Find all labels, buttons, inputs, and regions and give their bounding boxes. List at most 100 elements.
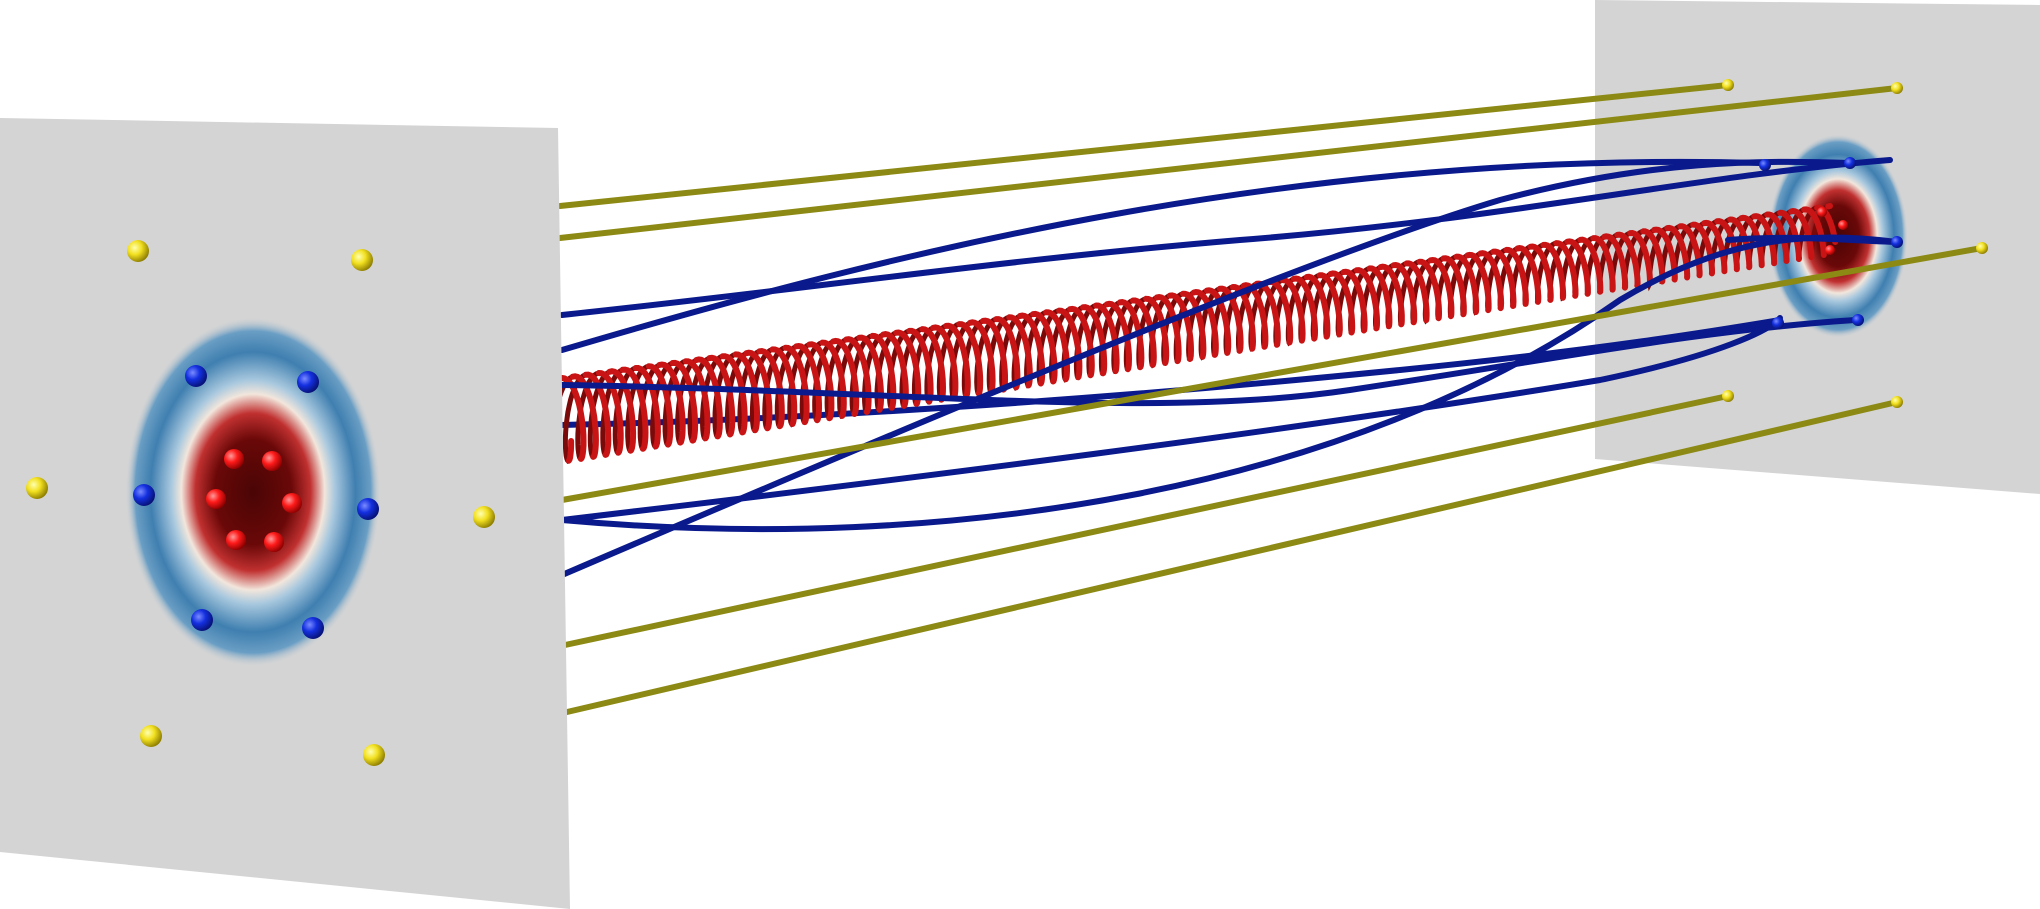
helix-strand-front <box>565 438 575 464</box>
helix-strand-front <box>1540 241 1567 301</box>
helix-strand-front <box>1266 279 1294 346</box>
helix-strand-front <box>1190 288 1219 358</box>
helix-strand-front <box>943 322 971 399</box>
blue-seed <box>302 617 324 639</box>
helix-strand-front <box>1627 229 1654 287</box>
helix-strand-front <box>1030 310 1058 385</box>
helix-strand-front <box>656 361 686 446</box>
helix-strand-front <box>1103 300 1133 373</box>
helix-strand-front <box>1416 258 1442 322</box>
yellow-seed <box>473 506 495 528</box>
blue-seed <box>1891 236 1903 248</box>
olive-field-lines-front <box>559 245 1985 715</box>
blue-field-lines-front <box>559 158 1900 578</box>
red-seed <box>1838 220 1848 230</box>
helix-strand-front <box>606 368 637 454</box>
yellow-seed <box>26 477 48 499</box>
helix-strand-front <box>1677 223 1703 279</box>
helix-strand-front <box>856 334 884 413</box>
helix-strand-front <box>1366 265 1393 330</box>
helix-strand-front <box>595 370 624 456</box>
helix-strand-front <box>719 353 748 436</box>
helix-strand-front <box>793 342 822 424</box>
helix-strand-front <box>1714 218 1740 273</box>
helix-strand-front <box>1353 267 1380 332</box>
helix-strand-front <box>669 359 699 444</box>
yellow-seed <box>1722 390 1734 402</box>
helix-strand-front <box>706 354 736 438</box>
helix-strand-front <box>1056 307 1083 381</box>
yellow-seed <box>1891 396 1903 408</box>
helix-strand-front <box>1514 245 1542 305</box>
helix-strand-front <box>645 363 674 448</box>
red-seed <box>1825 245 1835 255</box>
blue-seed <box>1759 159 1771 171</box>
helix-strand-front <box>1043 309 1070 383</box>
helix-strand-front <box>1427 256 1455 320</box>
far-plane-seeds <box>1722 79 1988 408</box>
helix-strand-front <box>1701 219 1728 275</box>
red-helical-bundle <box>550 203 1839 465</box>
blue-seed <box>185 365 207 387</box>
helix-strand-front <box>1453 253 1480 315</box>
red-seed <box>1817 207 1827 217</box>
helix-strand-front <box>769 346 798 427</box>
helix-strand-front <box>1143 295 1170 366</box>
red-seed <box>206 489 226 509</box>
helix-strand-front <box>1590 235 1616 293</box>
helix-strand-front <box>1788 207 1815 261</box>
helix-strand-front <box>1153 293 1182 365</box>
helix-strand-front <box>1340 268 1368 334</box>
yellow-seed <box>351 249 373 271</box>
helix-strand-front <box>632 365 661 450</box>
helix-strand-front <box>569 373 599 460</box>
helix-strand-front <box>1503 246 1529 307</box>
helix-strand-front <box>1279 277 1306 344</box>
helix-strand-front <box>980 317 1008 393</box>
red-seed <box>264 532 284 552</box>
blue-seed <box>1772 317 1784 329</box>
helix-strand-front <box>819 339 847 419</box>
helix-strand-front <box>1166 292 1195 362</box>
helix-strand-front <box>1080 304 1108 377</box>
helix-strand-front <box>880 331 909 409</box>
helix-strand-front <box>682 358 711 442</box>
helix-strand-front <box>1464 251 1492 314</box>
helix-strand-front <box>1316 272 1343 338</box>
helix-strand-front <box>1553 240 1579 299</box>
helix-strand-front <box>782 344 810 426</box>
helix-strand-front <box>1601 233 1629 291</box>
blue-field-lines-back <box>559 157 1893 523</box>
helix-strand-front <box>1067 305 1095 379</box>
helix-strand-front <box>956 321 984 397</box>
helix-strand-front <box>1203 287 1232 356</box>
helix-strand-front <box>1303 273 1331 340</box>
helix-strand-front <box>919 326 947 403</box>
helix-strand-front <box>1017 312 1046 387</box>
helix-strand-front <box>1777 209 1803 263</box>
helix-strand-front <box>1290 275 1318 342</box>
yellow-seed <box>140 725 162 747</box>
helix-strand-front <box>1651 226 1678 283</box>
helix-strand-front <box>1664 224 1691 281</box>
helix-strand-front <box>1614 231 1641 289</box>
helix-strand-front <box>930 324 959 401</box>
helix-strand-front <box>1377 263 1405 328</box>
near-plane-seeds <box>26 240 495 766</box>
yellow-seed <box>127 240 149 262</box>
helix-strand-front <box>1577 236 1604 295</box>
helix-strand-front <box>830 337 860 417</box>
helix-strand-front <box>582 371 612 458</box>
blue-seed <box>133 484 155 506</box>
red-seed <box>226 530 246 550</box>
helix-strand-front <box>843 336 872 415</box>
helix-strand-front <box>1801 206 1827 258</box>
helix-strand-front <box>1527 243 1554 303</box>
blue-seed <box>1844 157 1856 169</box>
red-seed <box>262 451 282 471</box>
helix-strand-front <box>1390 261 1418 326</box>
blue-seed <box>191 609 213 631</box>
yellow-seed <box>363 744 385 766</box>
helix-strand-front <box>743 349 773 432</box>
